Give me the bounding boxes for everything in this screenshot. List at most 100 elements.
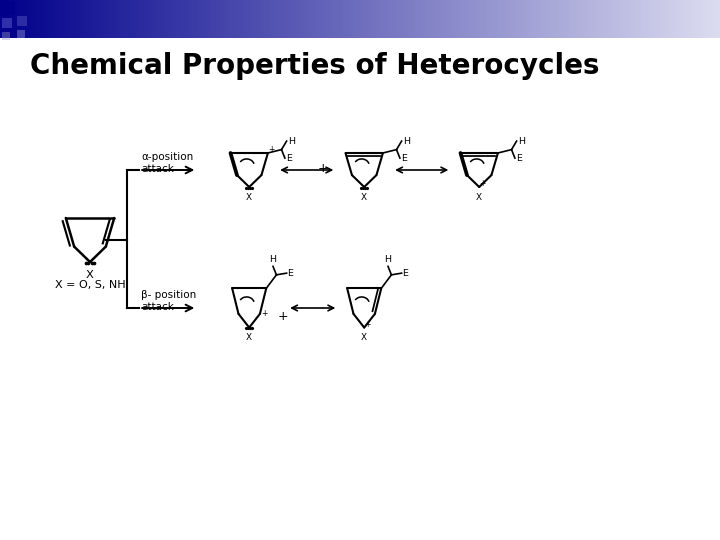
Bar xyxy=(631,0,634,38)
Text: +: + xyxy=(480,179,486,188)
Bar xyxy=(698,0,701,38)
Bar xyxy=(315,0,317,38)
Bar xyxy=(569,0,571,38)
Bar xyxy=(202,0,204,38)
Bar xyxy=(103,0,106,38)
Bar xyxy=(639,0,641,38)
Bar xyxy=(223,0,225,38)
Bar xyxy=(470,0,473,38)
Bar xyxy=(110,0,113,38)
Bar xyxy=(130,0,132,38)
Bar xyxy=(319,0,322,38)
Bar xyxy=(2,18,12,28)
Bar xyxy=(511,0,513,38)
Text: +: + xyxy=(278,309,289,322)
Bar xyxy=(351,0,353,38)
Bar xyxy=(149,0,151,38)
Bar xyxy=(137,0,139,38)
Bar xyxy=(338,0,341,38)
Bar xyxy=(53,0,55,38)
Bar xyxy=(374,0,377,38)
Bar xyxy=(634,0,636,38)
Bar xyxy=(526,0,528,38)
Bar xyxy=(629,0,631,38)
Bar xyxy=(302,0,305,38)
Bar xyxy=(17,16,27,26)
Text: E: E xyxy=(402,268,408,278)
Bar xyxy=(58,0,60,38)
Text: X: X xyxy=(361,334,367,342)
Bar xyxy=(437,0,439,38)
Bar xyxy=(691,0,693,38)
Text: E: E xyxy=(287,268,293,278)
Bar xyxy=(636,0,639,38)
Bar xyxy=(401,0,403,38)
Text: +: + xyxy=(268,145,274,154)
Bar xyxy=(367,0,369,38)
Bar xyxy=(365,0,367,38)
Bar xyxy=(549,0,552,38)
Bar xyxy=(485,0,487,38)
Text: +: + xyxy=(318,161,328,174)
Bar xyxy=(408,0,410,38)
Bar xyxy=(146,0,149,38)
Bar xyxy=(711,0,713,38)
Bar xyxy=(125,0,127,38)
Bar xyxy=(240,0,243,38)
Bar xyxy=(535,0,538,38)
Bar xyxy=(626,0,629,38)
Bar xyxy=(161,0,163,38)
Bar xyxy=(14,0,17,38)
Bar xyxy=(207,0,209,38)
Bar xyxy=(538,0,540,38)
Bar xyxy=(513,0,516,38)
Bar xyxy=(185,0,187,38)
Bar xyxy=(7,0,9,38)
Bar xyxy=(480,0,482,38)
Bar xyxy=(67,0,70,38)
Bar xyxy=(603,0,605,38)
Bar xyxy=(706,0,708,38)
Text: X: X xyxy=(246,334,252,342)
Bar xyxy=(571,0,574,38)
Bar xyxy=(333,0,336,38)
Bar xyxy=(261,0,264,38)
Bar xyxy=(139,0,142,38)
Bar xyxy=(276,0,279,38)
Bar xyxy=(521,0,523,38)
Bar xyxy=(557,0,559,38)
Bar xyxy=(655,0,657,38)
Bar xyxy=(593,0,595,38)
Bar xyxy=(693,0,696,38)
Text: H: H xyxy=(288,137,295,146)
Bar xyxy=(79,0,81,38)
Bar xyxy=(230,0,233,38)
Bar xyxy=(459,0,461,38)
Bar xyxy=(305,0,307,38)
Bar xyxy=(545,0,547,38)
Bar xyxy=(502,0,504,38)
Bar xyxy=(2,32,10,40)
Bar xyxy=(581,0,583,38)
Bar xyxy=(559,0,562,38)
Bar xyxy=(454,0,456,38)
Bar xyxy=(84,0,86,38)
Bar xyxy=(679,0,682,38)
Bar xyxy=(0,0,2,38)
Bar xyxy=(405,0,408,38)
Bar xyxy=(166,0,168,38)
Bar xyxy=(675,0,677,38)
Bar xyxy=(221,0,223,38)
Bar xyxy=(45,0,48,38)
Bar xyxy=(81,0,84,38)
Bar xyxy=(235,0,238,38)
Bar xyxy=(607,0,610,38)
Bar xyxy=(413,0,415,38)
Bar xyxy=(495,0,497,38)
Text: X: X xyxy=(476,193,482,202)
Bar xyxy=(531,0,533,38)
Bar xyxy=(598,0,600,38)
Bar xyxy=(624,0,626,38)
Bar xyxy=(612,0,614,38)
Bar xyxy=(135,0,137,38)
